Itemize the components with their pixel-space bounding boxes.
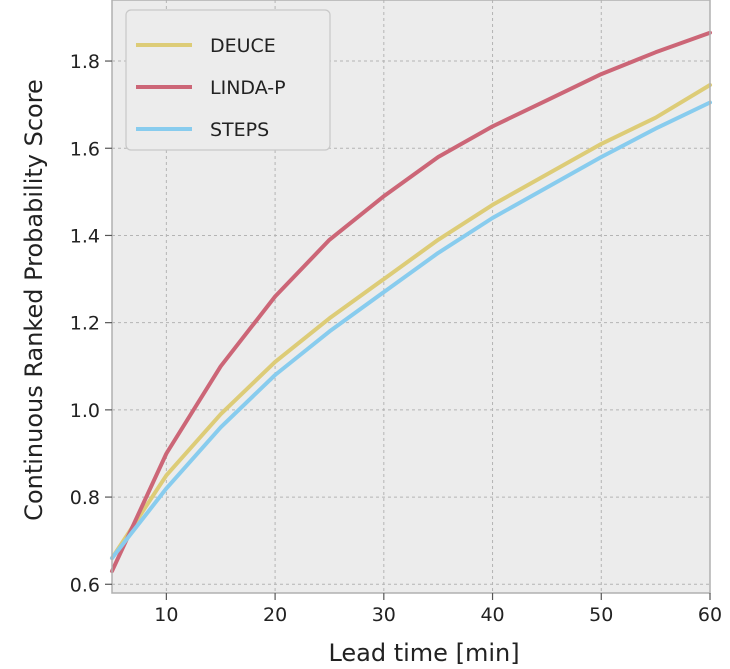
series-lines [110,30,712,574]
legend-label-linda-p: LINDA-P [210,77,286,99]
y-axis-title: Continuous Ranked Probability Score [20,79,48,521]
axis-ticks: 10 20 30 40 50 60 0.6 0.8 1.0 1.2 1.4 1.6 1.8 [70,51,722,626]
y-tick-label: 0.6 [70,574,100,596]
legend-label-deuce: DEUCE [210,35,276,57]
x-tick-label: 30 [372,604,396,626]
x-tick-label: 10 [154,604,178,626]
x-tick-label: 20 [263,604,287,626]
y-tick-label: 1.2 [70,313,100,335]
series-line-steps [110,100,712,561]
series-line-deuce [110,83,712,561]
y-tick-label: 1.0 [70,400,100,422]
y-tick-label: 1.6 [70,138,100,160]
x-tick-label: 50 [589,604,613,626]
series-line-linda-p [110,30,712,574]
y-tick-label: 1.8 [70,51,100,73]
plot-frame [111,0,711,594]
legend-label-steps: STEPS [210,119,269,141]
y-tick-label: 1.4 [70,225,100,247]
legend: DEUCE LINDA-P STEPS [125,9,331,151]
x-tick-label: 60 [698,604,722,626]
x-tick-label: 40 [480,604,504,626]
y-tick-label: 0.8 [70,487,100,509]
x-axis-title: Lead time [min] [328,639,519,667]
